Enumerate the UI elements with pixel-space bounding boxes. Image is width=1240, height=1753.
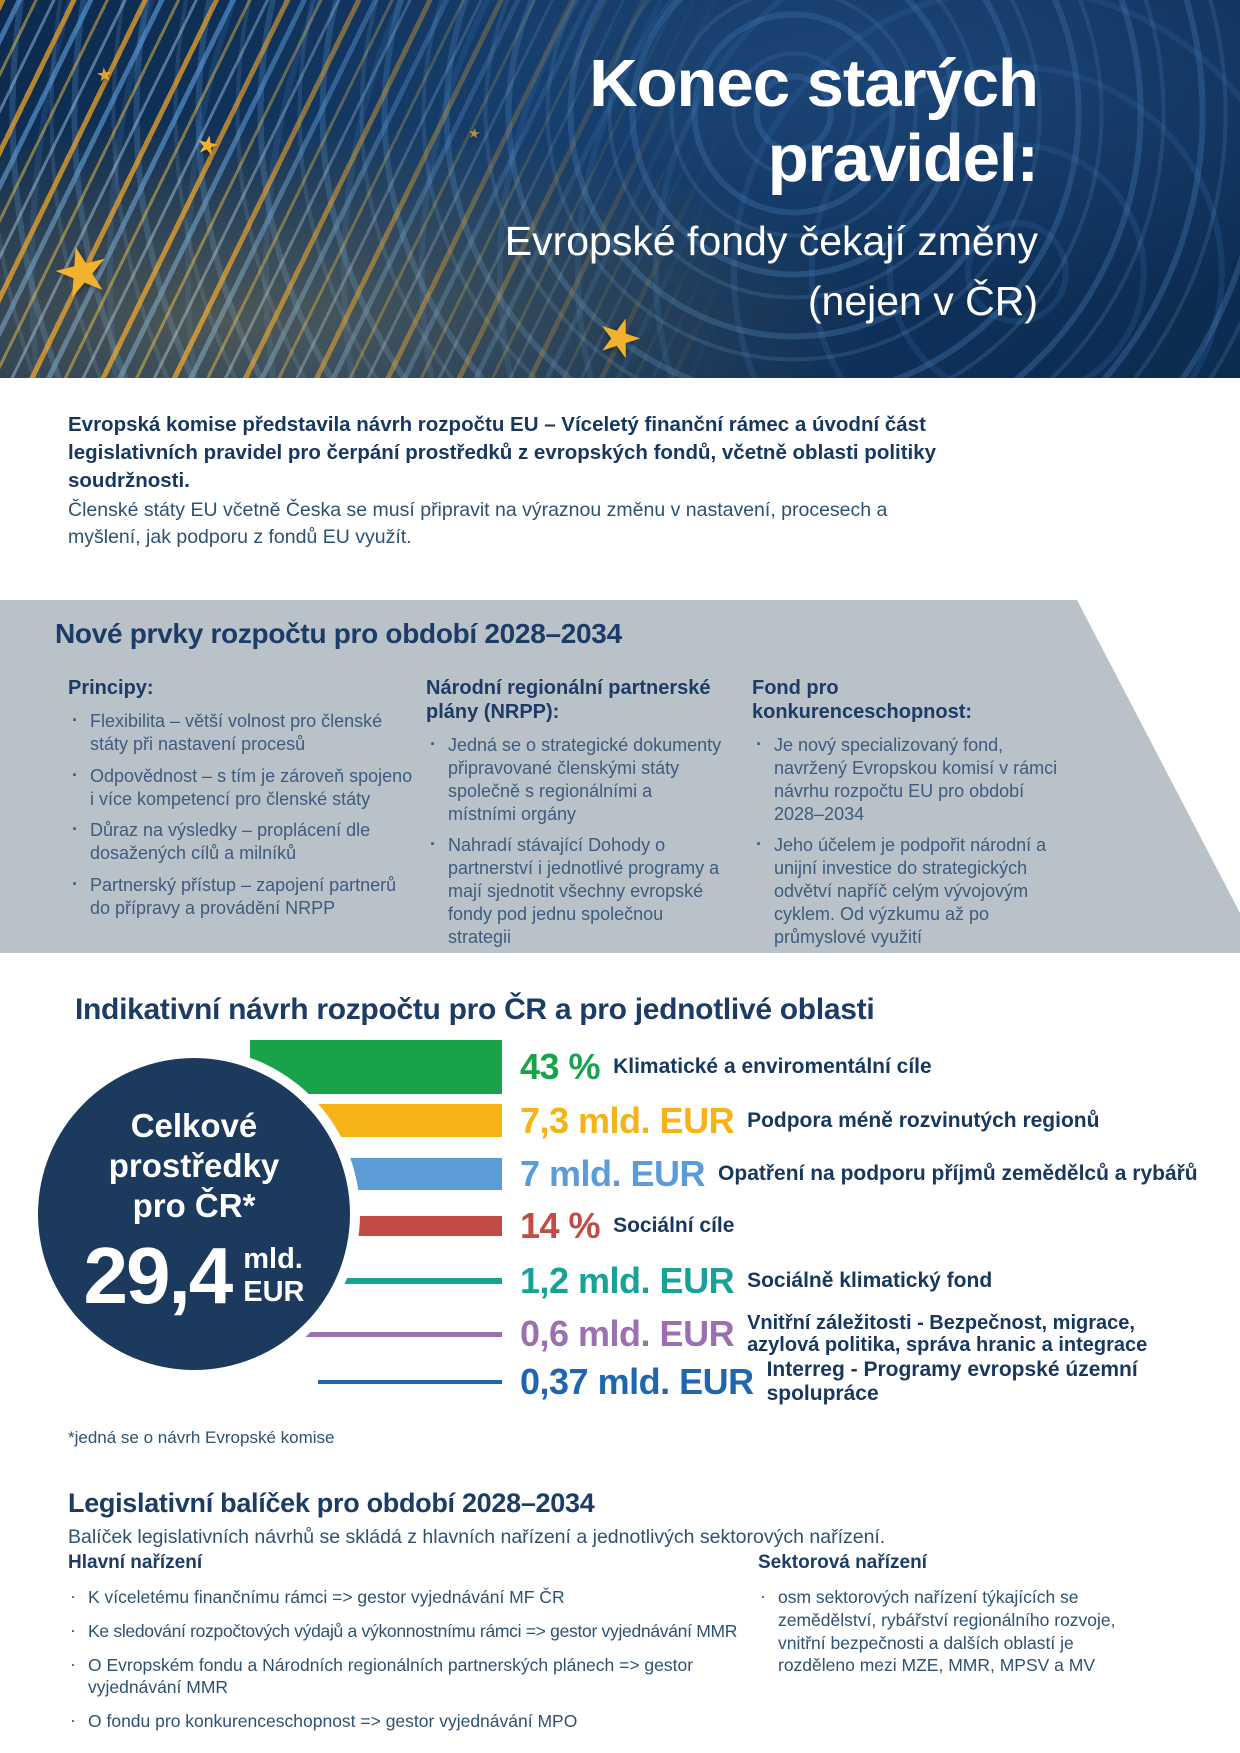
column-title: Principy:	[68, 677, 154, 699]
row-value: 0,37 mld. EUR	[520, 1361, 754, 1402]
hero-subtitle: Evropské fondy čekají změny (nejen v ČR)	[505, 212, 1038, 331]
row-description: Klimatické a enviromentální cíle	[613, 1055, 932, 1079]
column-principles: Principy: Flexibilita – větší volnost pr…	[68, 676, 420, 953]
chart-row-label: 1,2 mld. EUR Sociálně klimatický fond	[520, 1251, 992, 1311]
sector-regulations-title: Sektorová nařízení	[758, 1552, 927, 1573]
total-label-line: prostředky	[108, 1146, 280, 1184]
legislative-columns: Hlavní nařízení K víceletému finančnímu …	[68, 1552, 1128, 1744]
main-regulations-title: Hlavní nařízení	[68, 1552, 203, 1573]
list-item: Ke sledování rozpočtových výdajů a výkon…	[68, 1619, 744, 1643]
chart-row-label: 7,3 mld. EUR Podpora méně rozvinutých re…	[520, 1091, 1099, 1151]
intro-body-paragraph: Členské státy EU včetně Česka se musí př…	[68, 498, 888, 549]
column-title: Národní regionální partnerské plány (NRP…	[426, 677, 711, 723]
list-item: Jeho účelem je podpořit národní a unijní…	[752, 833, 1062, 948]
row-description: Interreg - Programy evropské územní spol…	[766, 1358, 1138, 1405]
hero-text-block: Konec starých pravidel: Evropské fondy č…	[505, 46, 1039, 331]
star-icon: ★	[466, 124, 482, 142]
total-funds-label: Celkové prostředky pro ČR*	[109, 1106, 280, 1227]
list-item: Je nový specializovaný fond, navržený Ev…	[752, 733, 1062, 825]
bullet-list: Je nový specializovaný fond, navržený Ev…	[752, 733, 1062, 949]
list-item: O fondu pro konkurenceschopnost => gesto…	[68, 1709, 744, 1733]
chart-row-label: 7 mld. EUR Opatření na podporu příjmů ze…	[520, 1144, 1198, 1204]
bar-home-affairs	[250, 1332, 502, 1337]
row-value: 7,3 mld. EUR	[520, 1100, 735, 1141]
row-value: 14 %	[520, 1205, 601, 1246]
row-description: Vnitřní záležitosti - Bezpečnost, migrac…	[747, 1311, 1148, 1356]
hero-title-line1: Konec starých	[589, 46, 1039, 121]
new-budget-elements-panel: Nové prvky rozpočtu pro období 2028–2034…	[0, 600, 1240, 953]
list-item: Partnerský přístup – zapojení partnerů d…	[68, 873, 420, 920]
legislative-subtitle: Balíček legislativních návrhů se skládá …	[68, 1525, 886, 1548]
new-budget-elements-heading: Nové prvky rozpočtu pro období 2028–2034	[55, 618, 622, 649]
bar-social-climate-fund	[250, 1278, 502, 1284]
row-value: 43 %	[520, 1046, 601, 1087]
row-description: Opatření na podporu příjmů zemědělců a r…	[718, 1162, 1198, 1186]
row-description: Sociálně klimatický fond	[747, 1269, 993, 1293]
hero-title: Konec starých pravidel:	[505, 46, 1039, 197]
hero-subtitle-line2: (nejen v ČR)	[807, 277, 1038, 324]
bullet-list: osm sektorových nařízení týkajících se z…	[758, 1585, 1128, 1677]
list-item: Nahradí stávající Dohody o partnerství i…	[426, 833, 724, 948]
new-budget-elements-columns: Principy: Flexibilita – větší volnost pr…	[68, 676, 1240, 953]
legislative-heading: Legislativní balíček pro období 2028–203…	[68, 1488, 595, 1519]
bullet-list: Jedná se o strategické dokumenty připrav…	[426, 733, 724, 949]
main-regulations-column: Hlavní nařízení K víceletému finančnímu …	[68, 1552, 744, 1744]
list-item: Flexibilita – větší volnost pro členské …	[68, 709, 420, 756]
total-funds-circle: Celkové prostředky pro ČR* 29,4 mld. EUR	[38, 1058, 350, 1370]
total-value-unit: mld. EUR	[243, 1243, 304, 1310]
chart-footnote: *jedná se o návrh Evropské komise	[68, 1428, 335, 1447]
column-title: Fond pro konkurenceschopnost:	[752, 677, 973, 723]
total-label-line: pro ČR*	[132, 1187, 256, 1225]
list-item: Jedná se o strategické dokumenty připrav…	[426, 733, 724, 825]
column-nrpp: Národní regionální partnerské plány (NRP…	[426, 676, 724, 953]
budget-chart-title: Indikativní návrh rozpočtu pro ČR a pro …	[75, 992, 875, 1026]
bar-climate	[250, 1040, 502, 1094]
bullet-list: K víceletému finančnímu rámci => gestor …	[68, 1585, 744, 1733]
bullet-list: Flexibilita – větší volnost pro členské …	[68, 709, 420, 920]
unit-line: mld.	[243, 1243, 303, 1276]
row-description: Podpora méně rozvinutých regionů	[747, 1109, 1100, 1133]
total-funds-value: 29,4 mld. EUR	[84, 1236, 305, 1316]
bar-interreg	[318, 1380, 502, 1384]
chart-row-label: 14 % Sociální cíle	[520, 1196, 734, 1256]
sector-regulations-column: Sektorová nařízení osm sektorových naříz…	[758, 1552, 1128, 1744]
hero-banner: ★ ★ ★ ★ ★ Konec starých pravidel: Evrops…	[0, 0, 1240, 378]
row-description: Sociální cíle	[613, 1214, 735, 1238]
list-item: Důraz na výsledky – proplácení dle dosaž…	[68, 818, 420, 865]
list-item: K víceletému finančnímu rámci => gestor …	[68, 1585, 744, 1609]
hero-title-line2: pravidel:	[767, 121, 1039, 197]
chart-row-label: 43 % Klimatické a enviromentální cíle	[520, 1037, 932, 1097]
list-item: Odpovědnost – s tím je zároveň spojeno i…	[68, 764, 420, 811]
hero-streaks-art	[0, 0, 769, 378]
list-item: O Evropském fondu a Národních regionální…	[68, 1653, 744, 1700]
row-value: 7 mld. EUR	[520, 1153, 706, 1194]
total-label-line: Celkové	[130, 1106, 258, 1144]
intro-lead-paragraph: Evropská komise představila návrh rozpoč…	[68, 412, 937, 492]
hero-glow-art	[0, 0, 1240, 378]
chart-row-label: 0,37 mld. EUR Interreg - Programy evrops…	[520, 1352, 1240, 1412]
hero-subtitle-line1: Evropské fondy čekají změny	[504, 218, 1038, 265]
star-icon: ★	[94, 64, 115, 87]
row-value: 1,2 mld. EUR	[520, 1260, 735, 1301]
chart-row-label: 0,6 mld. EUR Vnitřní záležitosti - Bezpe…	[520, 1300, 1197, 1368]
row-value: 0,6 mld. EUR	[520, 1313, 735, 1354]
list-item: osm sektorových nařízení týkajících se z…	[758, 1585, 1128, 1677]
column-competitiveness-fund: Fond pro konkurenceschopnost: Je nový sp…	[752, 676, 1062, 953]
total-value-number: 29,4	[83, 1231, 234, 1321]
unit-line: EUR	[243, 1276, 305, 1309]
